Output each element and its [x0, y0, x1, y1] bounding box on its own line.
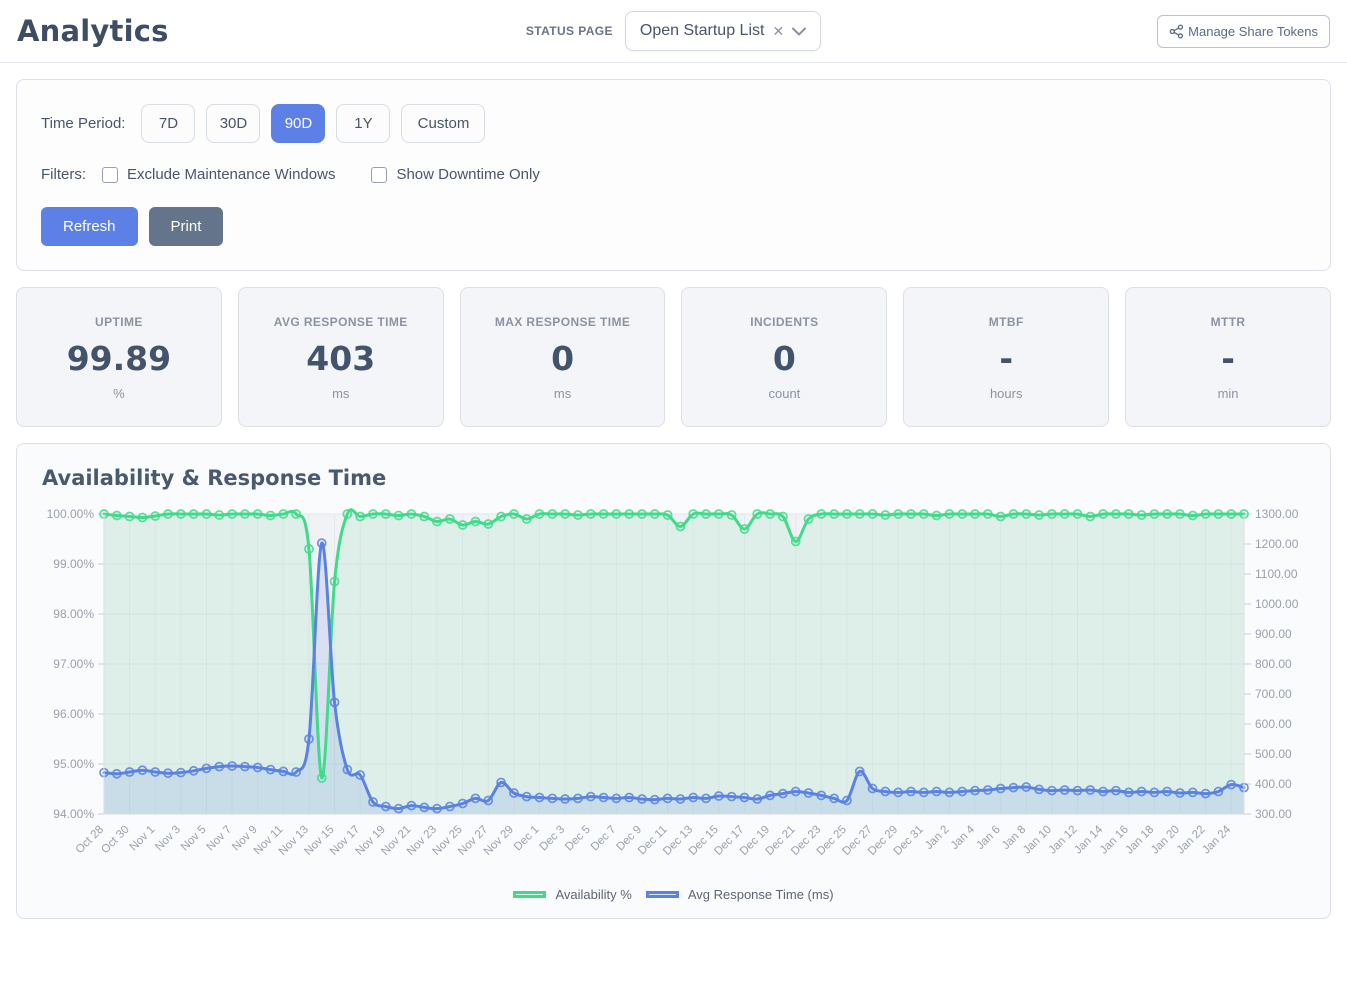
- svg-text:Jan 4: Jan 4: [949, 823, 978, 852]
- stat-unit: ms: [332, 386, 350, 401]
- chevron-down-icon: [792, 27, 807, 35]
- time-period-label: Time Period:: [41, 115, 126, 132]
- share-icon: [1169, 23, 1184, 39]
- header: Analytics STATUS PAGE Open Startup List …: [0, 0, 1347, 63]
- svg-text:500.00: 500.00: [1255, 747, 1292, 761]
- exclude-maintenance-label: Exclude Maintenance Windows: [127, 166, 336, 183]
- stat-card-mttr: MTTR - min: [1125, 287, 1331, 427]
- show-downtime-option: Show Downtime Only: [371, 166, 540, 183]
- stat-card-avg-response: AVG RESPONSE TIME 403 ms: [237, 287, 444, 427]
- clear-selection-icon[interactable]: ✕: [772, 23, 785, 39]
- status-page-select[interactable]: Open Startup List ✕: [624, 11, 822, 51]
- stat-label: MTTR: [1210, 315, 1246, 329]
- svg-text:99.00%: 99.00%: [53, 557, 94, 571]
- exclude-maintenance-option: Exclude Maintenance Windows: [102, 166, 335, 183]
- svg-text:600.00: 600.00: [1255, 717, 1292, 731]
- stat-label: MTBF: [988, 315, 1024, 329]
- svg-text:Jan 24: Jan 24: [1200, 823, 1233, 856]
- svg-text:Nov 3: Nov 3: [153, 824, 183, 854]
- svg-text:Jan 6: Jan 6: [974, 824, 1002, 852]
- svg-text:900.00: 900.00: [1255, 627, 1292, 641]
- time-period-1y-button[interactable]: 1Y: [336, 104, 391, 143]
- response-time-legend-swatch: [645, 891, 679, 898]
- status-page-selected-value: Open Startup List: [639, 22, 765, 39]
- stat-label: AVG RESPONSE TIME: [273, 315, 408, 329]
- status-page-label: STATUS PAGE: [525, 24, 613, 38]
- svg-text:98.00%: 98.00%: [53, 607, 94, 621]
- svg-text:1000.00: 1000.00: [1255, 597, 1299, 611]
- stat-unit: %: [113, 386, 125, 401]
- actions-row: Refresh Print: [41, 207, 1306, 246]
- svg-text:1300.00: 1300.00: [1255, 507, 1299, 521]
- stat-label: MAX RESPONSE TIME: [494, 315, 631, 329]
- svg-text:Dec 7: Dec 7: [589, 824, 619, 854]
- legend-label: Avg Response Time (ms): [687, 887, 834, 902]
- stat-card-mtbf: MTBF - hours: [903, 287, 1110, 427]
- svg-text:700.00: 700.00: [1255, 687, 1292, 701]
- stat-value: -: [1221, 339, 1235, 378]
- svg-text:Jan 2: Jan 2: [923, 824, 951, 852]
- stat-value: 99.89: [66, 339, 172, 378]
- svg-text:1200.00: 1200.00: [1255, 537, 1299, 551]
- print-button[interactable]: Print: [148, 207, 224, 246]
- stats-row: UPTIME 99.89 % AVG RESPONSE TIME 403 ms …: [16, 287, 1331, 427]
- stat-unit: ms: [553, 386, 572, 401]
- svg-text:100.00%: 100.00%: [47, 507, 95, 521]
- svg-text:Dec 1: Dec 1: [512, 824, 542, 854]
- stat-unit: count: [768, 386, 801, 401]
- chart-legend: Availability % Avg Response Time (ms): [32, 887, 1315, 902]
- chart-title: Availability & Response Time: [42, 466, 387, 490]
- svg-text:300.00: 300.00: [1255, 807, 1292, 821]
- svg-text:Nov 7: Nov 7: [204, 824, 234, 854]
- svg-text:1100.00: 1100.00: [1255, 567, 1298, 581]
- manage-share-tokens-button[interactable]: Manage Share Tokens: [1157, 14, 1331, 48]
- stat-card-max-response: MAX RESPONSE TIME 0 ms: [459, 287, 666, 427]
- stat-value: 0: [772, 339, 796, 378]
- stat-unit: hours: [989, 386, 1023, 401]
- stat-label: INCIDENTS: [750, 315, 819, 329]
- availability-response-chart: 100.00% 99.00% 98.00% 97.00% 96.00% 95.00% 94.…: [47, 507, 1299, 858]
- svg-text:95.00%: 95.00%: [53, 757, 94, 771]
- stat-unit: min: [1217, 386, 1239, 401]
- page-title: Analytics: [17, 14, 169, 48]
- filters-label: Filters:: [41, 166, 86, 183]
- chart-area: 100.00% 99.00% 98.00% 97.00% 96.00% 95.00% 94.…: [32, 500, 1315, 902]
- svg-text:Nov 1: Nov 1: [128, 824, 158, 854]
- svg-text:97.00%: 97.00%: [53, 657, 94, 671]
- stat-label: UPTIME: [95, 315, 143, 329]
- legend-label: Availability %: [555, 887, 632, 902]
- chart-panel: Availability & Response Time 100.00% 99.0…: [16, 443, 1331, 919]
- filter-panel: Time Period: 7D 30D 90D 1Y Custom Filter…: [16, 79, 1331, 271]
- svg-text:800.00: 800.00: [1255, 657, 1292, 671]
- time-period-custom-button[interactable]: Custom: [401, 104, 486, 143]
- show-downtime-label: Show Downtime Only: [396, 166, 540, 183]
- svg-text:96.00%: 96.00%: [53, 707, 94, 721]
- svg-text:Oct 28: Oct 28: [74, 824, 106, 856]
- time-period-row: Time Period: 7D 30D 90D 1Y Custom: [41, 104, 1306, 143]
- show-downtime-checkbox[interactable]: [371, 166, 388, 183]
- svg-text:400.00: 400.00: [1255, 777, 1292, 791]
- stat-card-uptime: UPTIME 99.89 %: [16, 287, 222, 427]
- svg-text:Oct 30: Oct 30: [99, 824, 131, 856]
- time-period-30d-button[interactable]: 30D: [206, 104, 261, 143]
- availability-legend-swatch: [513, 891, 547, 898]
- time-period-7d-button[interactable]: 7D: [141, 104, 196, 143]
- stat-card-incidents: INCIDENTS 0 count: [681, 287, 888, 427]
- filters-row: Filters: Exclude Maintenance Windows Sho…: [41, 166, 1306, 183]
- manage-share-tokens-label: Manage Share Tokens: [1188, 23, 1319, 39]
- time-period-90d-button[interactable]: 90D: [271, 104, 326, 143]
- stat-value: -: [999, 339, 1014, 378]
- refresh-button[interactable]: Refresh: [41, 207, 138, 246]
- svg-text:Dec 5: Dec 5: [563, 824, 593, 854]
- svg-text:94.00%: 94.00%: [53, 807, 94, 821]
- stat-value: 0: [551, 339, 575, 378]
- legend-item-response-time: Avg Response Time (ms): [645, 887, 834, 902]
- legend-item-availability: Availability %: [513, 887, 632, 902]
- stat-value: 403: [306, 339, 376, 378]
- svg-text:Nov 5: Nov 5: [179, 824, 209, 854]
- svg-text:Dec 3: Dec 3: [538, 824, 568, 854]
- exclude-maintenance-checkbox[interactable]: [102, 166, 118, 183]
